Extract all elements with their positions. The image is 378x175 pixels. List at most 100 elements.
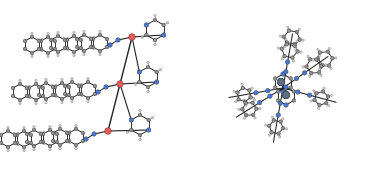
Circle shape <box>65 130 67 132</box>
Circle shape <box>75 37 79 41</box>
Circle shape <box>298 38 302 41</box>
Circle shape <box>235 91 239 94</box>
Circle shape <box>55 140 59 144</box>
Circle shape <box>141 36 144 38</box>
Circle shape <box>241 107 244 111</box>
Circle shape <box>326 50 330 54</box>
Circle shape <box>273 77 277 80</box>
Circle shape <box>271 116 274 118</box>
Circle shape <box>77 84 81 88</box>
Circle shape <box>17 144 19 146</box>
Circle shape <box>77 92 81 96</box>
Circle shape <box>255 107 258 111</box>
Circle shape <box>23 126 25 129</box>
Circle shape <box>307 55 309 58</box>
Circle shape <box>29 97 31 99</box>
Circle shape <box>67 131 71 135</box>
Circle shape <box>51 85 55 89</box>
Circle shape <box>71 100 73 103</box>
Circle shape <box>254 91 258 95</box>
Circle shape <box>45 101 47 104</box>
Circle shape <box>92 132 96 136</box>
Circle shape <box>22 129 26 133</box>
Circle shape <box>56 34 60 38</box>
Circle shape <box>99 30 101 33</box>
Circle shape <box>53 85 57 89</box>
Circle shape <box>321 63 324 67</box>
Circle shape <box>279 136 281 138</box>
Circle shape <box>89 45 93 49</box>
Circle shape <box>86 96 90 100</box>
Circle shape <box>27 86 31 90</box>
Circle shape <box>265 124 267 126</box>
Circle shape <box>57 31 59 34</box>
Circle shape <box>30 51 34 55</box>
Circle shape <box>314 92 318 95</box>
Circle shape <box>296 90 300 94</box>
Circle shape <box>330 67 332 70</box>
Circle shape <box>41 94 45 98</box>
Circle shape <box>73 31 75 34</box>
Circle shape <box>318 51 322 54</box>
Circle shape <box>293 42 297 46</box>
Circle shape <box>89 36 91 38</box>
Circle shape <box>281 72 285 76</box>
Circle shape <box>155 80 159 84</box>
Circle shape <box>293 60 295 62</box>
Circle shape <box>129 118 133 122</box>
Circle shape <box>280 47 284 51</box>
Circle shape <box>37 93 41 97</box>
Circle shape <box>146 65 150 69</box>
Circle shape <box>326 95 330 98</box>
Circle shape <box>277 132 280 135</box>
Circle shape <box>72 50 76 54</box>
Circle shape <box>251 113 255 117</box>
Circle shape <box>154 43 156 46</box>
Circle shape <box>147 90 149 93</box>
Circle shape <box>285 43 288 46</box>
Circle shape <box>324 101 328 105</box>
Circle shape <box>67 48 69 51</box>
Circle shape <box>138 133 142 137</box>
Circle shape <box>63 84 67 88</box>
Circle shape <box>268 134 271 136</box>
Circle shape <box>15 133 19 137</box>
Circle shape <box>279 35 282 37</box>
Circle shape <box>137 70 141 74</box>
Circle shape <box>287 26 289 29</box>
Circle shape <box>268 94 272 98</box>
Circle shape <box>87 100 89 103</box>
Circle shape <box>25 132 29 136</box>
Circle shape <box>241 83 243 86</box>
Circle shape <box>314 58 318 61</box>
Circle shape <box>292 99 296 102</box>
Circle shape <box>63 92 67 96</box>
Circle shape <box>279 120 282 123</box>
Circle shape <box>13 141 17 145</box>
Circle shape <box>323 87 325 89</box>
Circle shape <box>281 90 285 94</box>
Circle shape <box>282 91 290 99</box>
Circle shape <box>87 77 89 80</box>
Circle shape <box>51 93 55 97</box>
Circle shape <box>241 86 245 90</box>
Circle shape <box>67 139 71 143</box>
Circle shape <box>32 128 36 132</box>
Circle shape <box>39 140 43 144</box>
Circle shape <box>318 103 321 107</box>
Circle shape <box>312 59 314 61</box>
Circle shape <box>31 32 33 35</box>
Circle shape <box>45 78 47 81</box>
Circle shape <box>79 38 83 42</box>
Circle shape <box>98 33 102 37</box>
Circle shape <box>63 37 65 39</box>
Circle shape <box>18 82 22 86</box>
Circle shape <box>91 37 95 41</box>
Circle shape <box>305 65 308 68</box>
Circle shape <box>18 98 22 102</box>
Circle shape <box>33 148 35 151</box>
Circle shape <box>39 132 43 136</box>
Circle shape <box>25 85 27 88</box>
Circle shape <box>166 22 169 24</box>
Circle shape <box>34 82 38 86</box>
